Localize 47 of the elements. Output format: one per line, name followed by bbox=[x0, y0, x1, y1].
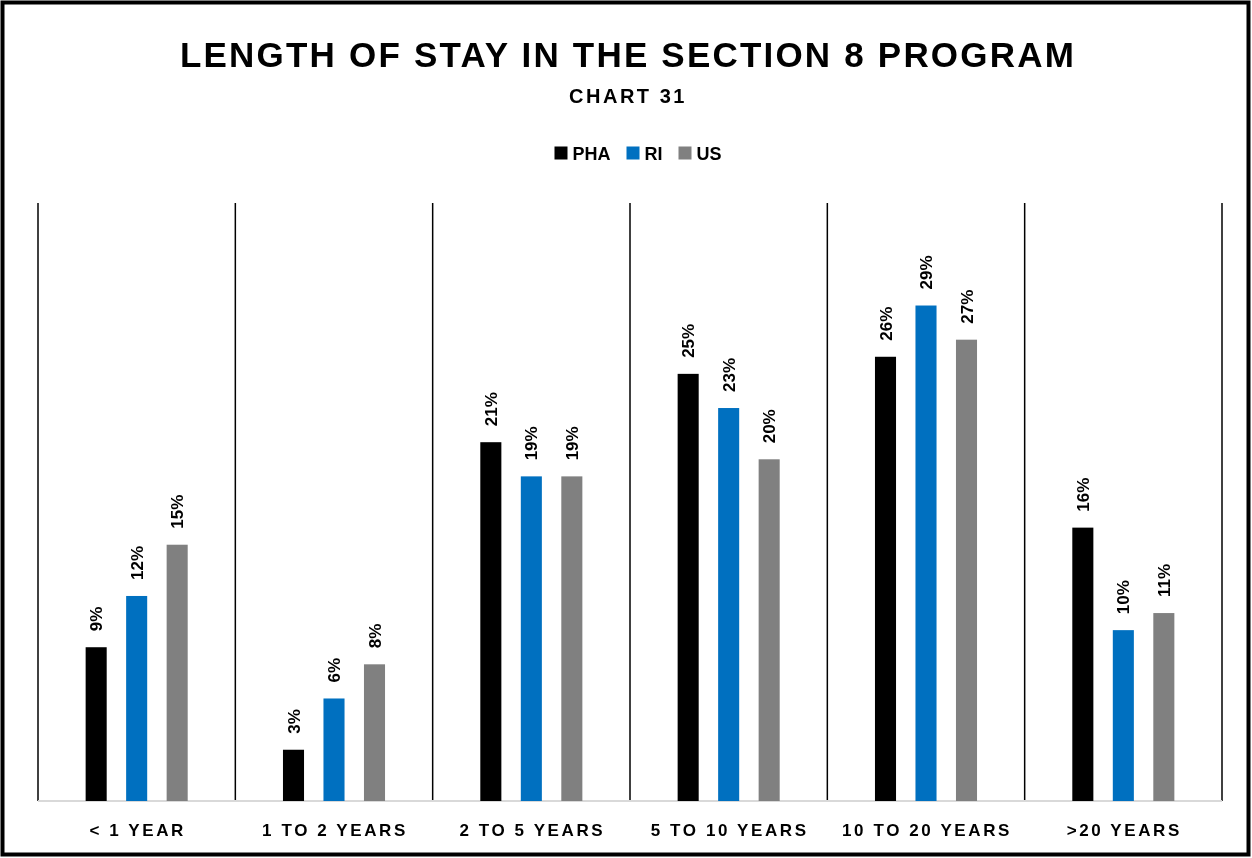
x-tick-label: 2 TO 5 YEARS bbox=[459, 821, 606, 840]
legend-label: RI bbox=[644, 143, 663, 164]
x-tick-label: < 1 YEAR bbox=[89, 821, 186, 840]
data-label: 26% bbox=[876, 306, 896, 341]
x-tick-label: 5 TO 10 YEARS bbox=[650, 821, 809, 840]
bar bbox=[126, 595, 148, 801]
data-label: 11% bbox=[1154, 563, 1174, 598]
data-label: 19% bbox=[562, 426, 582, 461]
x-tick-label: 10 TO 20 YEARS bbox=[842, 821, 1012, 840]
data-label: 27% bbox=[957, 289, 977, 324]
bar bbox=[363, 664, 386, 801]
bar bbox=[758, 459, 780, 801]
data-label: 25% bbox=[679, 323, 699, 358]
bar bbox=[520, 476, 542, 801]
data-label: 23% bbox=[719, 358, 739, 393]
data-label: 15% bbox=[168, 494, 188, 529]
legend-label: PHA bbox=[572, 143, 611, 164]
data-label: 9% bbox=[87, 606, 107, 632]
bar bbox=[1153, 613, 1175, 801]
bar bbox=[1072, 527, 1094, 801]
chart-subtitle: CHART 31 bbox=[569, 85, 687, 107]
bar bbox=[677, 373, 699, 801]
bar bbox=[561, 476, 583, 801]
bar bbox=[480, 442, 502, 801]
x-tick-label: >20 YEARS bbox=[1066, 821, 1182, 840]
bar bbox=[1112, 630, 1134, 801]
bar bbox=[282, 749, 305, 801]
data-label: 8% bbox=[365, 623, 385, 649]
data-label: 20% bbox=[760, 409, 780, 444]
bar bbox=[874, 356, 897, 801]
data-label: 29% bbox=[917, 255, 936, 290]
bar bbox=[955, 339, 978, 801]
data-label: 12% bbox=[127, 545, 147, 580]
legend-label: US bbox=[696, 143, 722, 164]
bar bbox=[915, 305, 937, 801]
data-label: 21% bbox=[481, 392, 501, 427]
data-label: 19% bbox=[522, 426, 542, 461]
data-label: 6% bbox=[325, 657, 344, 683]
data-label: 10% bbox=[1114, 580, 1134, 615]
bar bbox=[166, 544, 188, 801]
data-label: 3% bbox=[284, 709, 304, 734]
bar bbox=[323, 698, 345, 801]
bar bbox=[718, 408, 740, 801]
data-label: 16% bbox=[1073, 477, 1093, 512]
bar bbox=[85, 647, 107, 801]
x-tick-label: 1 TO 2 YEARS bbox=[262, 821, 408, 840]
chart-title: LENGTH OF STAY IN THE SECTION 8 PROGRAM bbox=[179, 35, 1077, 74]
